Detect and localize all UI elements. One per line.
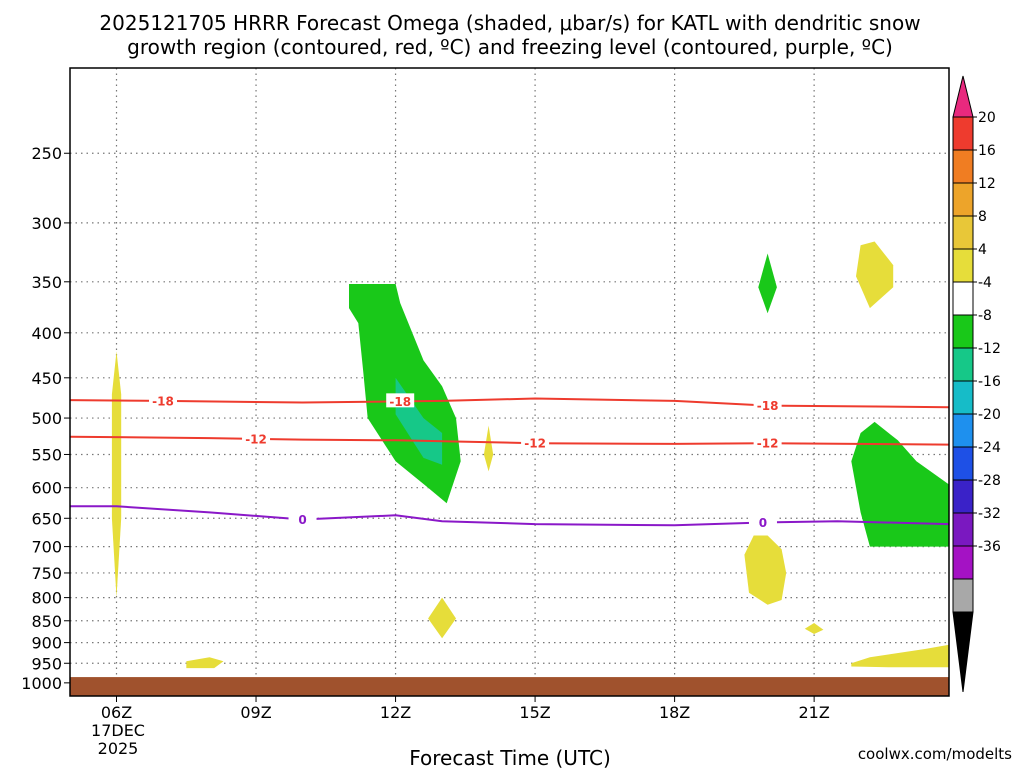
- omega-shading: [111, 241, 949, 669]
- colorbar-label: 16: [978, 143, 996, 159]
- contour-label-background: [386, 393, 415, 408]
- colorbar-segment: [952, 215, 974, 250]
- x-tick-label: 06Z: [101, 703, 132, 722]
- omega-region: [758, 253, 777, 314]
- colorbar-segment: [952, 479, 974, 514]
- x-tick-label: 09Z: [240, 703, 271, 722]
- y-tick-label: 1000: [21, 674, 62, 693]
- contour-label: -18: [152, 394, 174, 408]
- y-tick-label: 600: [31, 479, 62, 498]
- y-tick-label: 500: [31, 409, 62, 428]
- colorbar-label: 8: [978, 209, 987, 225]
- colorbar-bottom-arrow: [952, 611, 974, 693]
- y-tick-label: 650: [31, 509, 62, 528]
- omega-region: [804, 623, 824, 634]
- contour-label-background: [242, 430, 271, 445]
- omega-region: [851, 421, 949, 547]
- contour-label: -18: [389, 395, 411, 409]
- y-tick-label: 850: [31, 612, 62, 631]
- y-tick-label: 950: [31, 654, 62, 673]
- contour-label-background: [748, 514, 777, 529]
- colorbar-label: -20: [978, 407, 1001, 423]
- colorbar-label: -16: [978, 374, 1001, 390]
- x-date-label-day: 17DEC: [91, 721, 145, 740]
- x-tick-label: 18Z: [659, 703, 690, 722]
- x-date-label-year: 2025: [98, 739, 139, 758]
- colorbar-label: -32: [978, 506, 1001, 522]
- y-tick-label: 250: [31, 144, 62, 163]
- omega-region: [428, 597, 456, 639]
- colorbar-label: 4: [978, 242, 987, 258]
- contour-label-background: [521, 435, 550, 450]
- x-tick-label: 12Z: [380, 703, 411, 722]
- x-tick-label: 21Z: [798, 703, 829, 722]
- contour-label-background: [753, 397, 782, 412]
- colorbar-segment: [952, 512, 974, 547]
- y-tick-label: 450: [31, 369, 62, 388]
- watermark: coolwx.com/modelts: [858, 745, 1012, 763]
- temperature-contours: -18 -18 -18 -12 -12 -12 0 0: [70, 392, 949, 530]
- colorbar-label: -12: [978, 341, 1001, 357]
- colorbar-label: -4: [978, 275, 992, 291]
- colorbar-segment: [952, 446, 974, 481]
- y-tick-label: 750: [31, 564, 62, 583]
- colorbar-label: -36: [978, 539, 1001, 555]
- colorbar-segment: [952, 248, 974, 283]
- omega-region: [483, 425, 494, 472]
- y-tick-label: 700: [31, 538, 62, 557]
- chart-title-line-1: 2025121705 HRRR Forecast Omega (shaded, …: [99, 11, 920, 35]
- contour-line: [70, 505, 949, 527]
- y-tick-label: 550: [31, 445, 62, 464]
- contour-label: -12: [245, 432, 267, 446]
- y-tick-label: 400: [31, 324, 62, 343]
- y-tick-label: 800: [31, 589, 62, 608]
- x-axis-ticks: 06Z 09Z 12Z 15Z 18Z 21Z: [101, 696, 830, 722]
- colorbar-label: 20: [978, 110, 996, 126]
- contour-label: 0: [298, 513, 306, 527]
- colorbar: 20 16 12 8 4 -4 -8 -12 -16 -20 -24 -28 -32 -36: [952, 75, 1001, 693]
- terrain: [70, 677, 949, 696]
- contour-line: [70, 435, 949, 446]
- colorbar-segment: [952, 314, 974, 349]
- colorbar-label: -8: [978, 308, 992, 324]
- omega-region: [851, 644, 949, 668]
- colorbar-top-arrow: [952, 75, 974, 118]
- contour-label: -18: [757, 399, 779, 413]
- x-axis-title: Forecast Time (UTC): [409, 746, 611, 768]
- contour-label-background: [753, 435, 782, 450]
- plot-frame: [69, 67, 950, 697]
- y-tick-label: 350: [31, 273, 62, 292]
- colorbar-segment: [952, 578, 974, 613]
- chart-title-line-2: growth region (contoured, red, ºC) and f…: [127, 35, 893, 59]
- y-tick-label: 300: [31, 214, 62, 233]
- colorbar-label: -28: [978, 473, 1001, 489]
- colorbar-segment: [952, 380, 974, 415]
- omega-region: [856, 241, 894, 309]
- colorbar-segment: [952, 149, 974, 184]
- colorbar-label: -24: [978, 440, 1001, 456]
- colorbar-segment: [952, 281, 974, 316]
- y-axis-ticks: 250 300 350 400 450 500 550 600 650 700 750 800 850 9…: [21, 144, 70, 693]
- colorbar-segment: [952, 347, 974, 382]
- omega-region: [111, 351, 122, 598]
- plot-area: [70, 68, 949, 696]
- x-tick-label: 15Z: [519, 703, 550, 722]
- colorbar-segment: [952, 545, 974, 580]
- colorbar-segment: [952, 116, 974, 151]
- omega-region: [186, 657, 224, 669]
- contour-label: -12: [524, 437, 546, 451]
- colorbar-segment: [952, 182, 974, 217]
- colorbar-label: 12: [978, 176, 996, 192]
- contour-label: 0: [759, 516, 767, 530]
- y-tick-label: 900: [31, 634, 62, 653]
- omega-region: [744, 535, 787, 605]
- contour-label: -12: [757, 437, 779, 451]
- ground-fill: [70, 677, 949, 696]
- contour-line: [70, 397, 949, 409]
- contour-label-background: [288, 511, 317, 526]
- contour-label-background: [149, 392, 178, 407]
- colorbar-segment: [952, 413, 974, 448]
